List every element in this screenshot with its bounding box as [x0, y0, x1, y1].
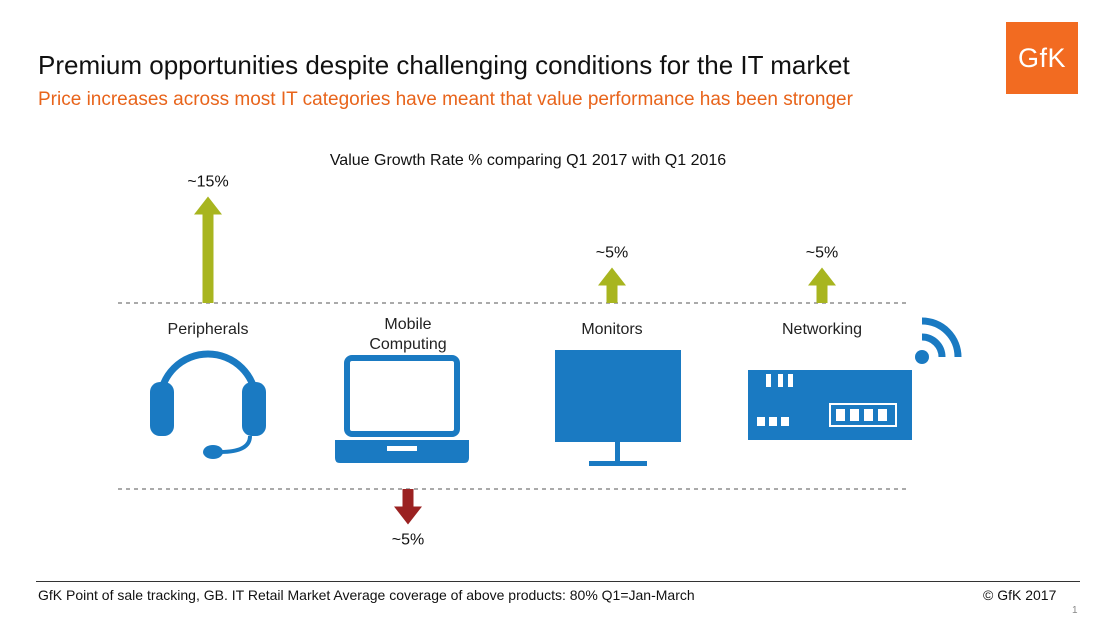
monitor-icon [555, 350, 681, 466]
value-label-mobile-computing: ~5% [392, 532, 424, 549]
arrow-networking [808, 267, 836, 303]
category-label-mobile-computing: Mobile Computing [369, 316, 446, 353]
page-title: Premium opportunities despite challengin… [38, 50, 850, 80]
page-number: 1 [1072, 605, 1078, 616]
headset-icon [150, 350, 266, 459]
arrow-monitors [598, 267, 626, 303]
source-note: GfK Point of sale tracking, GB. IT Retai… [38, 587, 695, 603]
value-label-monitors: ~5% [596, 245, 628, 262]
arrow-peripherals [194, 196, 222, 303]
page-subtitle: Price increases across most IT categorie… [38, 89, 853, 110]
category-label-monitors: Monitors [581, 321, 642, 338]
arrow-mobile-computing [394, 489, 422, 525]
category-label-networking: Networking [782, 321, 862, 338]
value-label-networking: ~5% [806, 245, 838, 262]
gfk-logo: GfK [1006, 22, 1078, 94]
laptop-icon [335, 355, 469, 463]
router-icon [748, 317, 962, 440]
value-label-peripherals: ~15% [187, 174, 228, 191]
copyright: © GfK 2017 [983, 587, 1057, 603]
category-label-peripherals: Peripherals [168, 321, 249, 338]
footer-divider [36, 581, 1080, 582]
chart-title: Value Growth Rate % comparing Q1 2017 wi… [329, 152, 727, 169]
